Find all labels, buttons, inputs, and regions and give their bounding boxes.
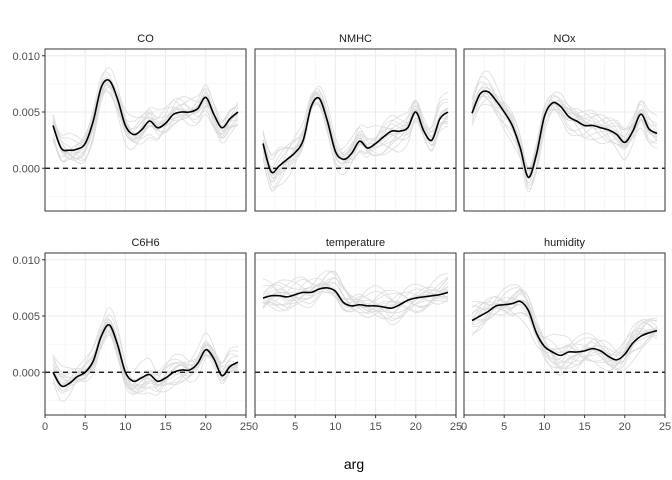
sample-curves bbox=[52, 306, 239, 402]
x-tick-label: 0 bbox=[42, 421, 48, 433]
panel-co: CO 0.000 0.005 0.010 bbox=[12, 27, 247, 212]
x-axis-title: arg bbox=[344, 456, 364, 472]
y-tick-label: 0.000 bbox=[12, 367, 40, 379]
x-tick-label: 25 bbox=[240, 421, 252, 433]
sample-line bbox=[263, 291, 448, 314]
panel-nmhc: NMHC bbox=[254, 27, 457, 212]
strip-background bbox=[45, 27, 246, 49]
panel-c6h6: C6H6 0.000 0.005 0.010 0 5 10 15 20 25 bbox=[12, 231, 252, 433]
sample-line bbox=[262, 278, 449, 320]
mean-line-c6h6 bbox=[52, 324, 239, 388]
x-tick-label: 0 bbox=[252, 421, 258, 433]
x-tick-label: 20 bbox=[410, 421, 422, 433]
panel-border bbox=[254, 48, 457, 212]
strip-label: NMHC bbox=[339, 33, 372, 45]
strip-label: NOx bbox=[554, 33, 577, 45]
sample-line bbox=[52, 326, 238, 395]
sample-line bbox=[262, 270, 449, 312]
strip-background bbox=[464, 27, 665, 49]
y-tick-label: 0.005 bbox=[12, 107, 40, 119]
strip-background bbox=[464, 231, 665, 253]
strip-label: CO bbox=[137, 33, 154, 45]
strip-label: humidity bbox=[544, 237, 585, 249]
panel-temperature: temperature 0 5 10 15 20 25 bbox=[252, 231, 462, 433]
sample-line bbox=[52, 80, 239, 162]
strip-background bbox=[255, 231, 456, 253]
panel-border bbox=[463, 252, 666, 416]
sample-line bbox=[471, 91, 658, 179]
mean-line-humidity bbox=[471, 300, 658, 361]
sample-line bbox=[52, 322, 238, 387]
x-tick-label: 20 bbox=[619, 421, 631, 433]
sample-line bbox=[471, 287, 658, 363]
sample-line bbox=[471, 96, 658, 168]
x-tick-label: 5 bbox=[292, 421, 298, 433]
sample-line bbox=[471, 301, 658, 371]
sample-line bbox=[262, 278, 449, 311]
sample-line bbox=[262, 99, 449, 191]
x-tick-label: 10 bbox=[329, 421, 341, 433]
panel-border bbox=[44, 252, 247, 416]
sample-line bbox=[471, 284, 658, 362]
strip-label: C6H6 bbox=[131, 237, 159, 249]
sample-line bbox=[52, 91, 239, 162]
mean-line-nox bbox=[471, 90, 658, 179]
sample-line bbox=[52, 81, 239, 160]
sample-line bbox=[262, 102, 449, 180]
x-tick-label: 25 bbox=[450, 421, 462, 433]
sample-line bbox=[471, 95, 658, 179]
sample-line bbox=[262, 90, 449, 164]
y-tick-label: 0.000 bbox=[12, 163, 40, 175]
x-tick-label: 5 bbox=[501, 421, 507, 433]
x-tick-label: 0 bbox=[461, 421, 467, 433]
sample-line bbox=[52, 329, 238, 394]
x-tick-label: 20 bbox=[200, 421, 212, 433]
y-tick-label: 0.010 bbox=[12, 51, 40, 63]
x-tick-label: 15 bbox=[369, 421, 381, 433]
x-tick-label: 5 bbox=[82, 421, 88, 433]
strip-background bbox=[255, 27, 456, 49]
sample-line bbox=[471, 70, 658, 171]
sample-line bbox=[52, 314, 239, 392]
sample-line bbox=[52, 331, 239, 394]
sample-line bbox=[262, 95, 449, 176]
panel-border bbox=[254, 252, 457, 416]
x-tick-label: 10 bbox=[119, 421, 131, 433]
sample-line bbox=[471, 100, 658, 172]
panel-nox: NOx bbox=[463, 27, 666, 212]
sample-line bbox=[262, 276, 449, 319]
sample-line bbox=[471, 289, 658, 369]
x-tick-label: 15 bbox=[578, 421, 590, 433]
panel-border bbox=[44, 48, 247, 212]
sample-line bbox=[471, 296, 658, 373]
y-tick-label: 0.010 bbox=[12, 255, 40, 267]
x-tick-label: 15 bbox=[159, 421, 171, 433]
y-tick-label: 0.005 bbox=[12, 311, 40, 323]
strip-background bbox=[45, 231, 246, 253]
x-tick-label: 10 bbox=[538, 421, 550, 433]
mean-line-nmhc bbox=[262, 96, 449, 174]
sample-line bbox=[471, 81, 658, 177]
mean-line-temperature bbox=[262, 286, 449, 310]
strip-label: temperature bbox=[326, 237, 385, 249]
sample-line bbox=[262, 270, 449, 314]
panel-border bbox=[463, 48, 666, 212]
mean-line-co bbox=[52, 79, 239, 152]
sample-line bbox=[52, 325, 239, 386]
panel-humidity: humidity 0 5 10 15 20 25 bbox=[461, 231, 671, 433]
sample-line bbox=[262, 94, 449, 171]
x-tick-label: 25 bbox=[659, 421, 671, 433]
